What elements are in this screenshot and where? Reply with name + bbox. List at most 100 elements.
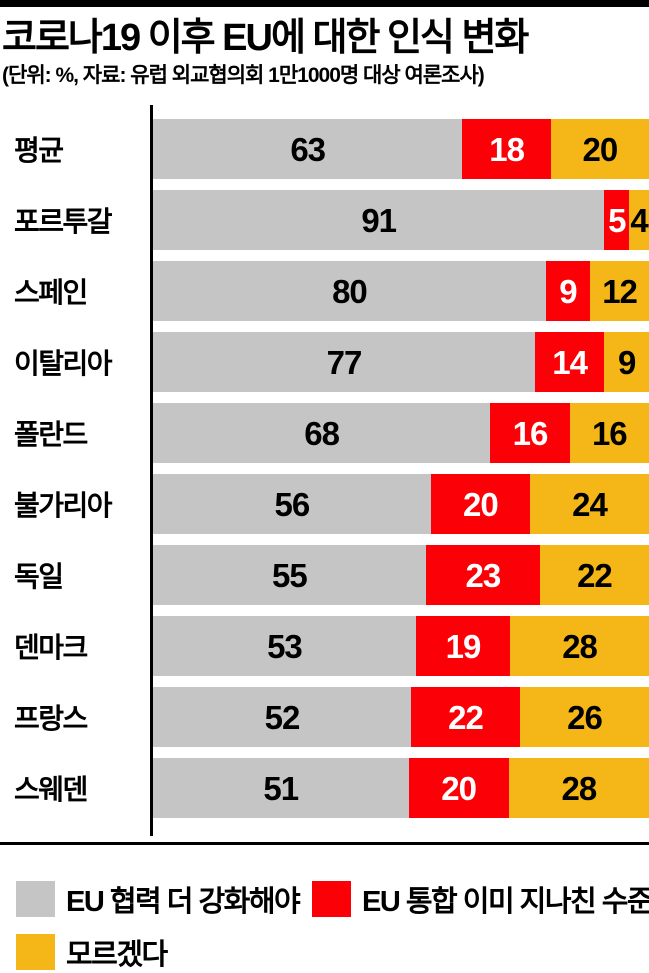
value-label: 9 — [559, 272, 577, 310]
bar-segment-dontknow: 16 — [569, 403, 649, 463]
value-label: 9 — [618, 343, 636, 381]
legend-item-dontknow: 모르겠다 — [16, 931, 168, 973]
value-label: 20 — [463, 485, 499, 523]
bar-segment-excessive: 16 — [490, 403, 570, 463]
value-label: 18 — [489, 130, 525, 168]
gray-swatch-icon — [16, 881, 55, 917]
y-axis-line — [150, 105, 153, 836]
bar-segment-dontknow: 12 — [590, 261, 649, 321]
bar-segment-strengthen: 80 — [153, 261, 546, 321]
bar-segment-excessive: 14 — [534, 332, 605, 392]
bar-segment-dontknow: 28 — [508, 758, 649, 818]
chart-row: 덴마크 53 19 28 — [0, 616, 649, 676]
value-label: 28 — [562, 627, 598, 665]
value-label: 55 — [272, 556, 308, 594]
value-label: 16 — [512, 414, 549, 452]
yellow-swatch-icon — [16, 934, 55, 970]
value-label: 51 — [263, 769, 299, 807]
legend-divider — [0, 842, 649, 845]
chart-row: 독일 55 23 22 — [0, 545, 649, 605]
value-label: 19 — [445, 627, 482, 665]
bar-segment-excessive: 9 — [545, 261, 591, 321]
value-label: 5 — [608, 201, 626, 239]
value-label: 12 — [602, 272, 638, 310]
value-label: 22 — [577, 556, 613, 594]
bar-stack: 63 18 20 — [153, 119, 649, 179]
value-label: 16 — [591, 414, 628, 452]
bar-stack: 68 16 16 — [153, 403, 649, 463]
bar-segment-strengthen: 63 — [153, 119, 463, 179]
category-label: 프랑스 — [14, 703, 88, 734]
bar-stack: 51 20 28 — [153, 758, 649, 818]
bar-stack: 55 23 22 — [153, 545, 649, 605]
bar-segment-excessive: 22 — [410, 687, 521, 747]
bar-stack: 52 22 26 — [153, 687, 649, 747]
category-label: 포르투갈 — [14, 206, 113, 237]
chart-subtitle: (단위: %, 자료: 유럽 외교협의회 1만1000명 대상 여론조사) — [2, 64, 485, 87]
bar-segment-strengthen: 55 — [153, 545, 426, 605]
category-label: 불가리아 — [14, 490, 113, 521]
legend-label: 모르겠다 — [66, 939, 168, 971]
value-label: 23 — [465, 556, 501, 594]
chart-row: 평균 63 18 20 — [0, 119, 649, 179]
category-label: 이탈리아 — [14, 348, 113, 379]
chart-row: 폴란드 68 16 16 — [0, 403, 649, 463]
bar-segment-dontknow: 22 — [539, 545, 649, 605]
bar-segment-dontknow: 24 — [529, 474, 649, 534]
bar-stack: 53 19 28 — [153, 616, 649, 676]
bar-segment-excessive: 20 — [408, 758, 509, 818]
value-label: 53 — [267, 627, 303, 665]
bar-segment-dontknow: 9 — [604, 332, 649, 392]
value-label: 63 — [290, 130, 326, 168]
value-label: 24 — [572, 485, 608, 523]
category-label: 폴란드 — [14, 419, 88, 450]
red-swatch-icon — [312, 881, 351, 917]
bar-segment-dontknow: 26 — [520, 687, 649, 747]
bar-segment-excessive: 5 — [604, 190, 630, 250]
top-rule — [0, 0, 649, 7]
category-label: 덴마크 — [14, 632, 88, 663]
bar-segment-strengthen: 77 — [153, 332, 535, 392]
chart-row: 프랑스 52 22 26 — [0, 687, 649, 747]
bar-segment-strengthen: 91 — [153, 190, 605, 250]
value-label: 77 — [326, 343, 363, 381]
chart-row: 이탈리아 77 14 9 — [0, 332, 649, 392]
legend-item-strengthen: EU 협력 더 강화해야 — [16, 878, 312, 920]
value-label: 14 — [552, 343, 588, 381]
legend: EU 협력 더 강화해야 EU 통합 이미 지나친 수준 모르겠다 — [0, 845, 649, 971]
bar-stack: 56 20 24 — [153, 474, 649, 534]
value-label: 56 — [274, 485, 311, 523]
bar-segment-excessive: 20 — [430, 474, 530, 534]
chart-row: 포르투갈 91 5 4 — [0, 190, 649, 250]
legend-label: EU 통합 이미 지나친 수준 — [362, 886, 649, 918]
bar-stack: 91 5 4 — [153, 190, 649, 250]
legend-row: 모르겠다 — [16, 933, 649, 971]
bar-segment-strengthen: 51 — [153, 758, 409, 818]
bar-segment-strengthen: 52 — [153, 687, 411, 747]
category-label: 평균 — [14, 135, 64, 166]
bar-segment-strengthen: 68 — [153, 403, 491, 463]
bar-segment-dontknow: 28 — [510, 616, 649, 676]
value-label: 80 — [332, 272, 368, 310]
category-label: 스웨덴 — [14, 774, 88, 805]
legend-row: EU 협력 더 강화해야 EU 통합 이미 지나친 수준 — [16, 879, 649, 919]
page-title: 코로나19 이후 EU에 대한 인식 변화 — [2, 17, 529, 59]
bar-segment-excessive: 19 — [415, 616, 511, 676]
chart-row: 불가리아 56 20 24 — [0, 474, 649, 534]
bar-segment-dontknow: 4 — [629, 190, 649, 250]
stacked-bar-chart: 평균 63 18 20 포르투갈 91 5 4 스페인 80 9 12 이탈리아 77 14 9 폴란드 68 16… — [0, 105, 649, 836]
bar-stack: 77 14 9 — [153, 332, 649, 392]
bar-stack: 80 9 12 — [153, 261, 649, 321]
bar-segment-excessive: 18 — [462, 119, 551, 179]
category-label: 독일 — [14, 561, 64, 592]
value-label: 68 — [304, 414, 340, 452]
legend-item-excessive: EU 통합 이미 지나친 수준 — [312, 878, 649, 920]
value-label: 91 — [361, 201, 397, 239]
value-label: 20 — [582, 130, 619, 168]
value-label: 26 — [567, 698, 603, 736]
chart-row: 스페인 80 9 12 — [0, 261, 649, 321]
value-label: 52 — [264, 698, 301, 736]
category-label: 스페인 — [14, 277, 88, 308]
chart-rows: 평균 63 18 20 포르투갈 91 5 4 스페인 80 9 12 이탈리아 77 14 9 폴란드 68 16… — [0, 119, 649, 818]
legend-label: EU 협력 더 강화해야 — [66, 886, 301, 918]
